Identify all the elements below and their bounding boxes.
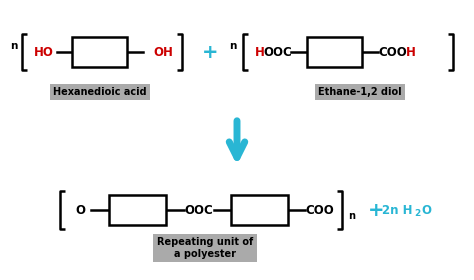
Bar: [73, 37, 128, 67]
Text: 2n H: 2n H: [382, 204, 412, 216]
Text: H: H: [406, 45, 416, 59]
Text: COO: COO: [378, 45, 407, 59]
Text: HO: HO: [34, 45, 54, 59]
Text: OH: OH: [153, 45, 173, 59]
Text: +: +: [368, 200, 384, 220]
Text: OOC: OOC: [184, 204, 213, 216]
Text: OOC: OOC: [263, 45, 292, 59]
Bar: [231, 195, 289, 225]
Text: O: O: [421, 204, 431, 216]
Text: Repeating unit of
a polyester: Repeating unit of a polyester: [157, 237, 253, 259]
Text: H: H: [255, 45, 265, 59]
Text: O: O: [75, 204, 85, 216]
Text: n: n: [229, 41, 237, 51]
Text: Hexanedioic acid: Hexanedioic acid: [53, 87, 147, 97]
Text: +: +: [202, 43, 218, 62]
Text: n: n: [10, 41, 18, 51]
Text: Ethane-1,2 diol: Ethane-1,2 diol: [318, 87, 402, 97]
Text: COO: COO: [305, 204, 334, 216]
Bar: [308, 37, 363, 67]
Bar: [109, 195, 166, 225]
Text: 2: 2: [414, 209, 420, 218]
Text: n: n: [348, 211, 355, 221]
